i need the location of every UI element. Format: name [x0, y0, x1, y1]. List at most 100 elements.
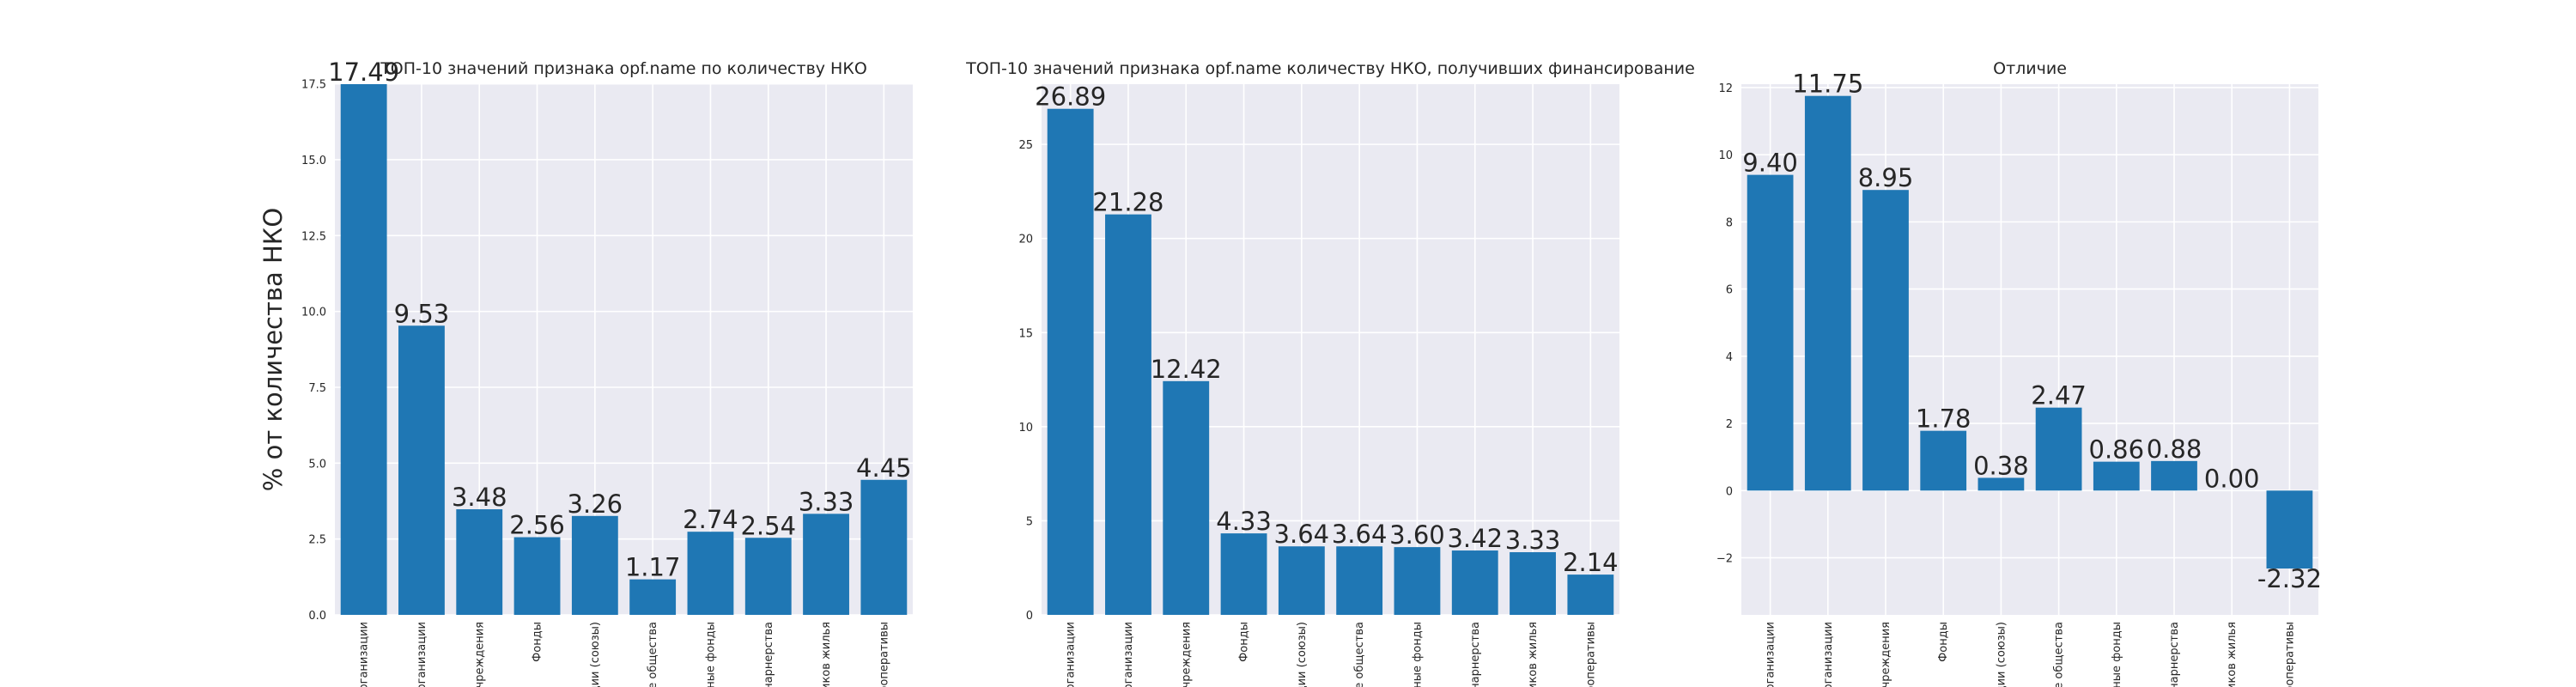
- x-tick-label: е общества: [647, 622, 659, 687]
- data-label: 17.49: [328, 58, 399, 87]
- x-tick-label: е общества: [2053, 622, 2066, 687]
- bar: [1163, 380, 1210, 615]
- y-tick-label: −2: [1716, 553, 1733, 566]
- x-tick-label: ооперативы: [878, 622, 890, 687]
- y-tick-label: 2.5: [308, 534, 326, 547]
- x-tick-label: учреждения: [1180, 622, 1193, 687]
- x-tick-label: ников жилья: [2226, 622, 2239, 687]
- y-tick-label: 4: [1726, 351, 1733, 364]
- x-tick-label: ооперативы: [1584, 622, 1597, 687]
- data-label: 3.64: [1332, 520, 1388, 549]
- chart-title: Отличие: [1993, 59, 2067, 78]
- x-tick-label: ооперативы: [2283, 622, 2296, 687]
- bar: [1747, 174, 1794, 491]
- bar: [2093, 461, 2140, 491]
- y-tick-label: 5.0: [308, 458, 326, 471]
- y-tick-label: 2: [1726, 418, 1733, 431]
- x-tick-label: щии (союзы): [1296, 622, 1309, 687]
- data-label: 3.33: [799, 487, 854, 516]
- data-label: 26.89: [1035, 82, 1106, 112]
- bar: [1920, 430, 1967, 491]
- x-tick-label: рганизации: [1122, 622, 1135, 687]
- y-tick-label: 0: [1726, 485, 1733, 498]
- x-tick-label: ерганизации: [1765, 622, 1777, 687]
- bar: [340, 84, 387, 615]
- x-tick-label: ные фонды: [704, 622, 717, 687]
- y-tick-label: 5: [1026, 515, 1033, 528]
- x-tick-label: щии (союзы): [1995, 622, 2008, 687]
- data-label: 1.17: [625, 553, 681, 582]
- bar: [2151, 460, 2197, 491]
- y-tick-label: 6: [1726, 284, 1733, 297]
- bar: [687, 532, 734, 615]
- x-tick-label: ные фонды: [1411, 622, 1424, 687]
- x-tick-label: Фонды: [532, 622, 544, 662]
- x-tick-label: ные фонды: [2111, 622, 2123, 687]
- x-tick-label: Фонды: [1937, 622, 1950, 662]
- chart-panel-1: 0.0 2.5 5.0 7.5 10.0 12.5 15.0 17.5 17.49 ерганиз…: [258, 58, 913, 687]
- bar: [860, 479, 908, 615]
- data-label: 9.40: [1742, 149, 1798, 178]
- x-tick-label: рганизации: [1822, 622, 1835, 687]
- x-tick-label: ников жилья: [820, 622, 833, 687]
- x-tick-label: ников жилья: [1527, 622, 1540, 687]
- data-label: -2.32: [2257, 564, 2322, 593]
- x-tick-label: щии (союзы): [589, 622, 602, 687]
- bar: [803, 514, 849, 615]
- bar: [456, 509, 503, 615]
- y-axis-label: % от количества НКО: [258, 208, 288, 491]
- bar: [513, 537, 561, 615]
- data-label: 2.54: [740, 511, 796, 540]
- bar: [1105, 214, 1151, 615]
- data-label: 8.95: [1858, 163, 1914, 192]
- y-tick-label: 7.5: [308, 382, 326, 395]
- y-tick-label: 20: [1018, 234, 1033, 246]
- data-label: 2.74: [683, 505, 738, 534]
- data-label: 3.42: [1447, 524, 1503, 553]
- chart-panel-3: −2 0 2 4 6 8 10 12 9.40 ерганизации 11.75 рганизаци…: [1716, 59, 2322, 687]
- x-tick-label: учреждения: [1880, 622, 1893, 687]
- y-tick-label: 25: [1018, 139, 1033, 152]
- bar: [1394, 547, 1441, 615]
- y-tick-label: 0: [1026, 610, 1033, 623]
- x-tick-label: учреждения: [473, 622, 486, 687]
- data-label: 2.47: [2031, 381, 2087, 410]
- data-label: 11.75: [1792, 70, 1863, 99]
- bar: [1862, 190, 1909, 491]
- bar: [629, 579, 677, 615]
- data-label: 1.78: [1916, 404, 1971, 434]
- data-label: 3.33: [1505, 526, 1561, 555]
- data-label: 9.53: [394, 299, 450, 328]
- x-tick-label: ерганизации: [1065, 622, 1078, 687]
- data-label: 12.42: [1151, 355, 1222, 384]
- y-tick-label: 17.5: [301, 79, 326, 92]
- data-label: 2.14: [1563, 548, 1619, 577]
- bar: [398, 325, 445, 615]
- x-tick-label: рганизации: [416, 622, 428, 687]
- y-tick-label: 8: [1726, 216, 1733, 229]
- data-label: 3.48: [452, 483, 507, 512]
- bar: [744, 538, 792, 615]
- y-tick-label: 15: [1018, 327, 1033, 340]
- bar: [1336, 546, 1383, 615]
- y-tick-label: 0.0: [308, 610, 326, 623]
- data-label: 3.26: [568, 489, 623, 519]
- bar: [1220, 533, 1267, 615]
- y-tick-label: 10.0: [301, 307, 326, 319]
- x-tick-label: Фонды: [1238, 622, 1251, 662]
- chart-title: ТОП-10 значений признака opf.name по кол…: [380, 59, 867, 78]
- bar: [2035, 407, 2082, 491]
- y-tick-label: 10: [1718, 149, 1733, 162]
- data-label: 0.00: [2204, 464, 2260, 493]
- data-label: 0.88: [2147, 435, 2202, 464]
- data-label: 0.38: [1973, 451, 2029, 480]
- bar: [1510, 552, 1556, 615]
- y-tick-label: 10: [1018, 422, 1033, 435]
- data-label: 4.33: [1216, 507, 1272, 536]
- data-label: 3.60: [1389, 520, 1445, 550]
- data-label: 0.86: [2089, 435, 2145, 465]
- bar: [2266, 490, 2313, 569]
- bar: [571, 515, 618, 615]
- data-label: 4.45: [856, 453, 912, 483]
